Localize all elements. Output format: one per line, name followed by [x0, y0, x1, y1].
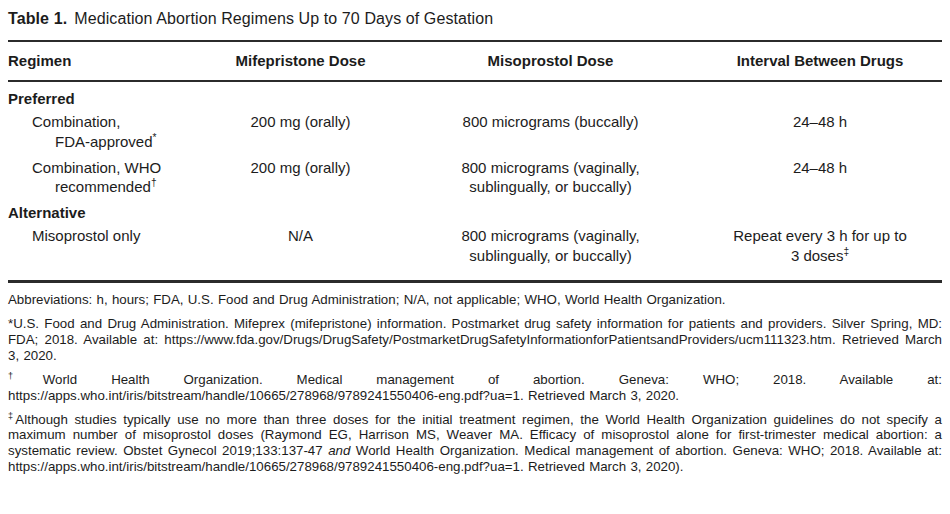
cell-regimen: Misoprostol only [8, 226, 198, 266]
regimen-line1: Misoprostol only [32, 226, 198, 246]
column-header-misoprostol-dose: Misoprostol Dose [403, 52, 698, 69]
section-row-alternative: Alternative [8, 201, 942, 224]
regimen-line2: recommended† [32, 177, 198, 197]
table-figure-page: Table 1. Medication Abortion Regimens Up … [0, 0, 950, 514]
table-body: Preferred Combination, FDA-approved* 200… [8, 82, 942, 283]
footnote-star-text: U.S. Food and Drug Administration. Mifep… [8, 316, 942, 363]
cell-misoprostol-dose: 800 micrograms (vaginally, sublingually,… [403, 158, 698, 198]
footnote-and-word: and [328, 443, 350, 458]
interval-line2: 3 doses‡ [698, 246, 942, 266]
cell-mifepristone-dose: 200 mg (orally) [198, 112, 403, 152]
cell-interval: Repeat every 3 h for up to 3 doses‡ [698, 226, 942, 266]
cell-misoprostol-dose: 800 micrograms (vaginally, sublingually,… [403, 226, 698, 266]
regimen-line1: Combination, [32, 112, 198, 132]
cell-regimen: Combination, FDA-approved* [8, 112, 198, 152]
footnote-dagger: †World Health Organization. Medical mana… [8, 372, 942, 404]
cell-regimen: Combination, WHO recommended† [8, 158, 198, 198]
footnote-abbreviations: Abbreviations: h, hours; FDA, U.S. Food … [8, 292, 942, 308]
section-row-preferred: Preferred [8, 87, 942, 110]
cell-mifepristone-dose: N/A [198, 226, 403, 266]
regimen-line1: Combination, WHO [32, 158, 198, 178]
cell-misoprostol-dose: 800 micrograms (buccally) [403, 112, 698, 152]
column-header-regimen: Regimen [8, 52, 198, 69]
column-header-interval: Interval Between Drugs [698, 52, 942, 69]
table-title-text: Medication Abortion Regimens Up to 70 Da… [74, 10, 493, 27]
footnote-marker-star: * [153, 132, 157, 143]
footnote-dagger-marker: † [8, 370, 43, 380]
footnotes: Abbreviations: h, hours; FDA, U.S. Food … [8, 292, 942, 476]
footnote-double-dagger: ‡Although studies typically use no more … [8, 412, 942, 476]
table-row-combination-fda: Combination, FDA-approved* 200 mg (orall… [8, 110, 942, 156]
footnote-marker-dagger: † [151, 177, 157, 188]
table-header-row: Regimen Mifepristone Dose Misoprostol Do… [8, 42, 942, 82]
footnote-marker-double-dagger: ‡ [843, 246, 849, 257]
regimen-line2: FDA-approved* [32, 132, 198, 152]
table-row-combination-who: Combination, WHO recommended† 200 mg (or… [8, 156, 942, 202]
table-row-misoprostol-only: Misoprostol only N/A 800 micrograms (vag… [8, 224, 942, 270]
cell-interval: 24–48 h [698, 112, 942, 152]
footnote-star: *U.S. Food and Drug Administration. Mife… [8, 316, 942, 364]
footnote-dagger-text: World Health Organization. Medical manag… [8, 372, 942, 403]
column-header-mifepristone-dose: Mifepristone Dose [198, 52, 403, 69]
medication-regimens-table: Regimen Mifepristone Dose Misoprostol Do… [8, 40, 942, 283]
cell-interval: 24–48 h [698, 158, 942, 198]
cell-mifepristone-dose: 200 mg (orally) [198, 158, 403, 198]
table-number-label: Table 1. [8, 10, 67, 27]
table-title: Table 1. Medication Abortion Regimens Up … [8, 8, 942, 40]
